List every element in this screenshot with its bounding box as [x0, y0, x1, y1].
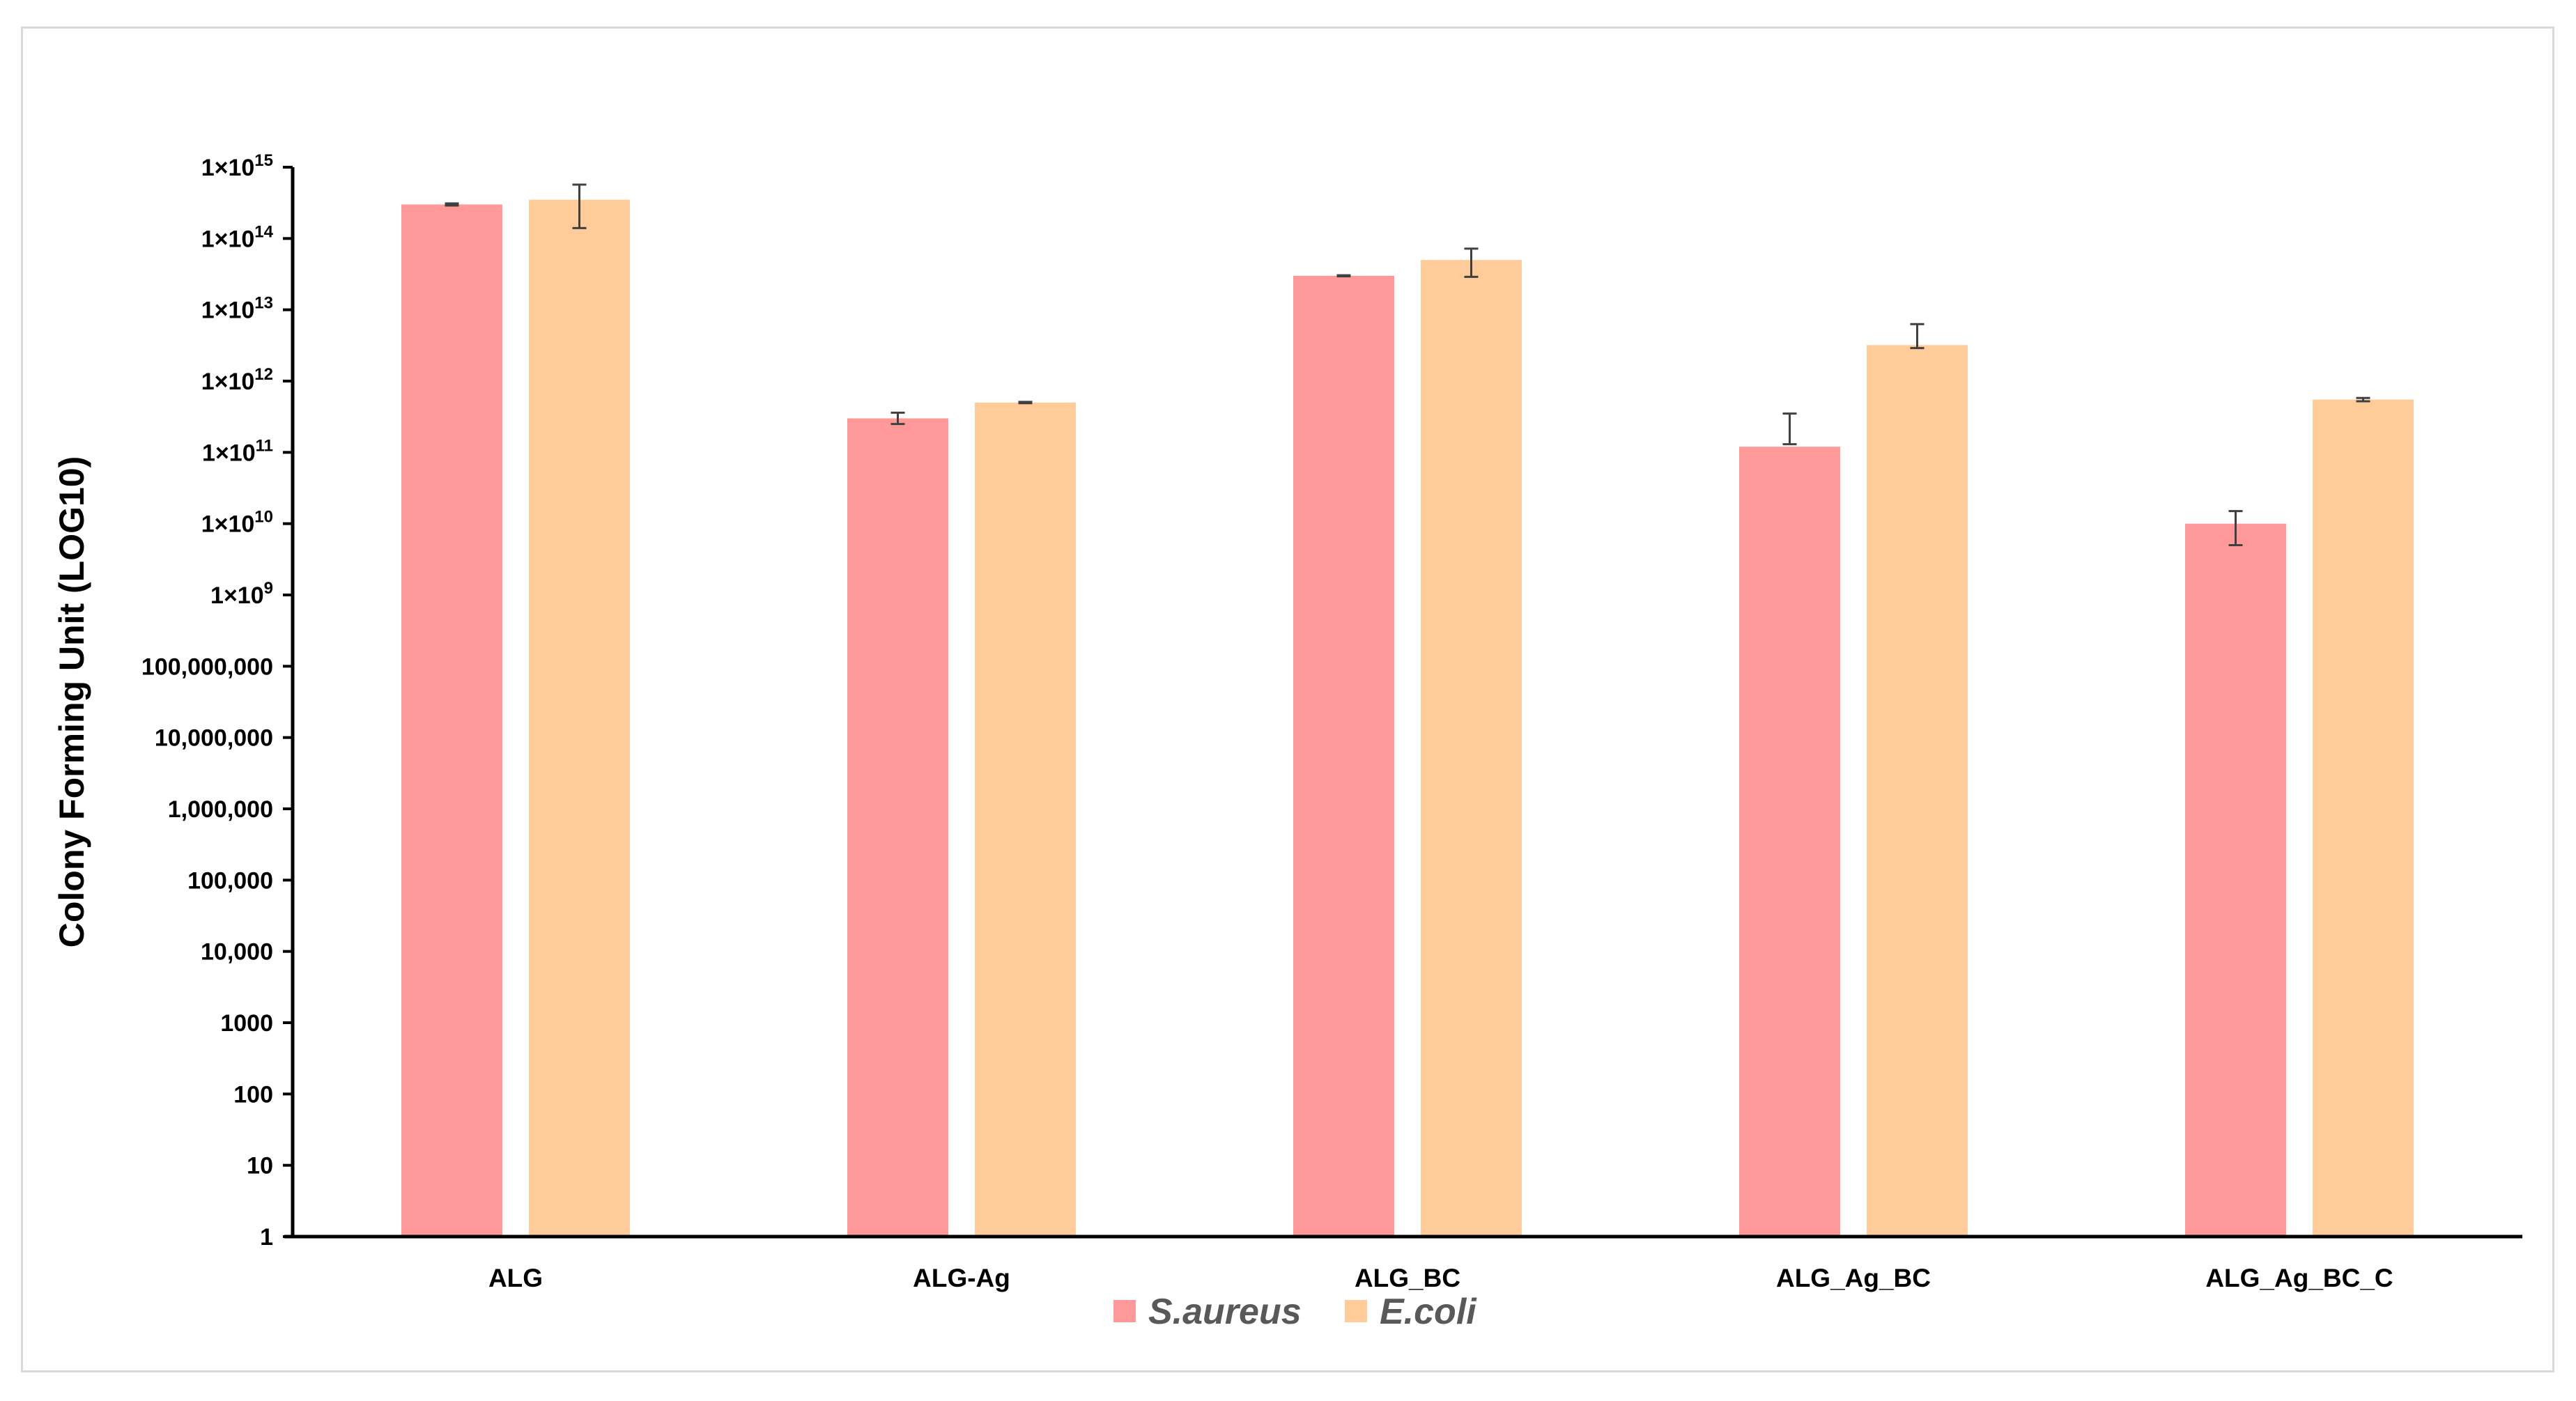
legend-swatch	[1113, 1300, 1136, 1322]
bar-e-coli-alg-ag	[975, 402, 1076, 1237]
bar-s-aureus-alg-ag	[847, 418, 948, 1237]
y-tick-label: 10	[247, 1153, 273, 1179]
legend-label: S.aureus	[1148, 1292, 1302, 1332]
y-tick-label: 100,000,000	[141, 653, 273, 680]
x-tick-label: ALG	[488, 1264, 543, 1292]
x-tick-label: ALG_Ag_BC	[1776, 1264, 1931, 1292]
bar-s-aureus-alg	[401, 204, 502, 1237]
bar-s-aureus-alg-ag-bc-c	[2185, 523, 2286, 1237]
y-tick-label: 1×1012	[201, 365, 273, 395]
y-tick-label: 1×1014	[201, 222, 274, 252]
x-tick-label: ALG_BC	[1355, 1264, 1460, 1292]
x-tick-label: ALG_Ag_BC_C	[2205, 1264, 2393, 1292]
y-tick-label: 1,000,000	[168, 796, 273, 823]
y-tick-label: 1	[260, 1224, 273, 1251]
bars	[401, 199, 2414, 1237]
legend-label: E.coli	[1380, 1292, 1477, 1332]
bar-e-coli-alg-ag-bc-c	[2313, 399, 2414, 1237]
y-axis-ticks: 1 10 100 1000 10,000 100,000 1,000,000 10,000,0…	[141, 151, 293, 1251]
y-tick-label: 10,000	[201, 939, 273, 966]
x-tick-label: ALG-Ag	[913, 1264, 1010, 1292]
bar-s-aureus-alg-bc	[1293, 275, 1394, 1237]
y-tick-label: 1×1010	[201, 508, 273, 538]
legend: S.aureus E.coli	[1113, 1292, 1477, 1332]
y-tick-label: 1×1013	[201, 294, 273, 324]
y-tick-label: 1×1011	[202, 436, 273, 466]
y-tick-label: 100	[233, 1081, 273, 1108]
y-tick-label: 100,000	[187, 867, 273, 894]
error-bars	[445, 183, 2370, 546]
legend-swatch	[1345, 1300, 1367, 1322]
x-axis-labels: ALG ALG-Ag ALG_BC ALG_Ag_BC ALG_Ag_BC_C	[488, 1264, 2393, 1292]
y-tick-label: 10,000,000	[155, 725, 273, 752]
y-tick-label: 1×109	[210, 579, 273, 609]
y-tick-label: 1000	[220, 1010, 273, 1037]
y-tick-label: 1×1015	[201, 151, 273, 181]
bar-e-coli-alg-ag-bc	[1867, 345, 1968, 1237]
y-axis-title: Colony Forming Unit (LOG10)	[52, 456, 91, 948]
bar-e-coli-alg	[529, 199, 630, 1237]
bar-s-aureus-alg-ag-bc	[1739, 447, 1840, 1237]
bar-e-coli-alg-bc	[1421, 260, 1522, 1237]
